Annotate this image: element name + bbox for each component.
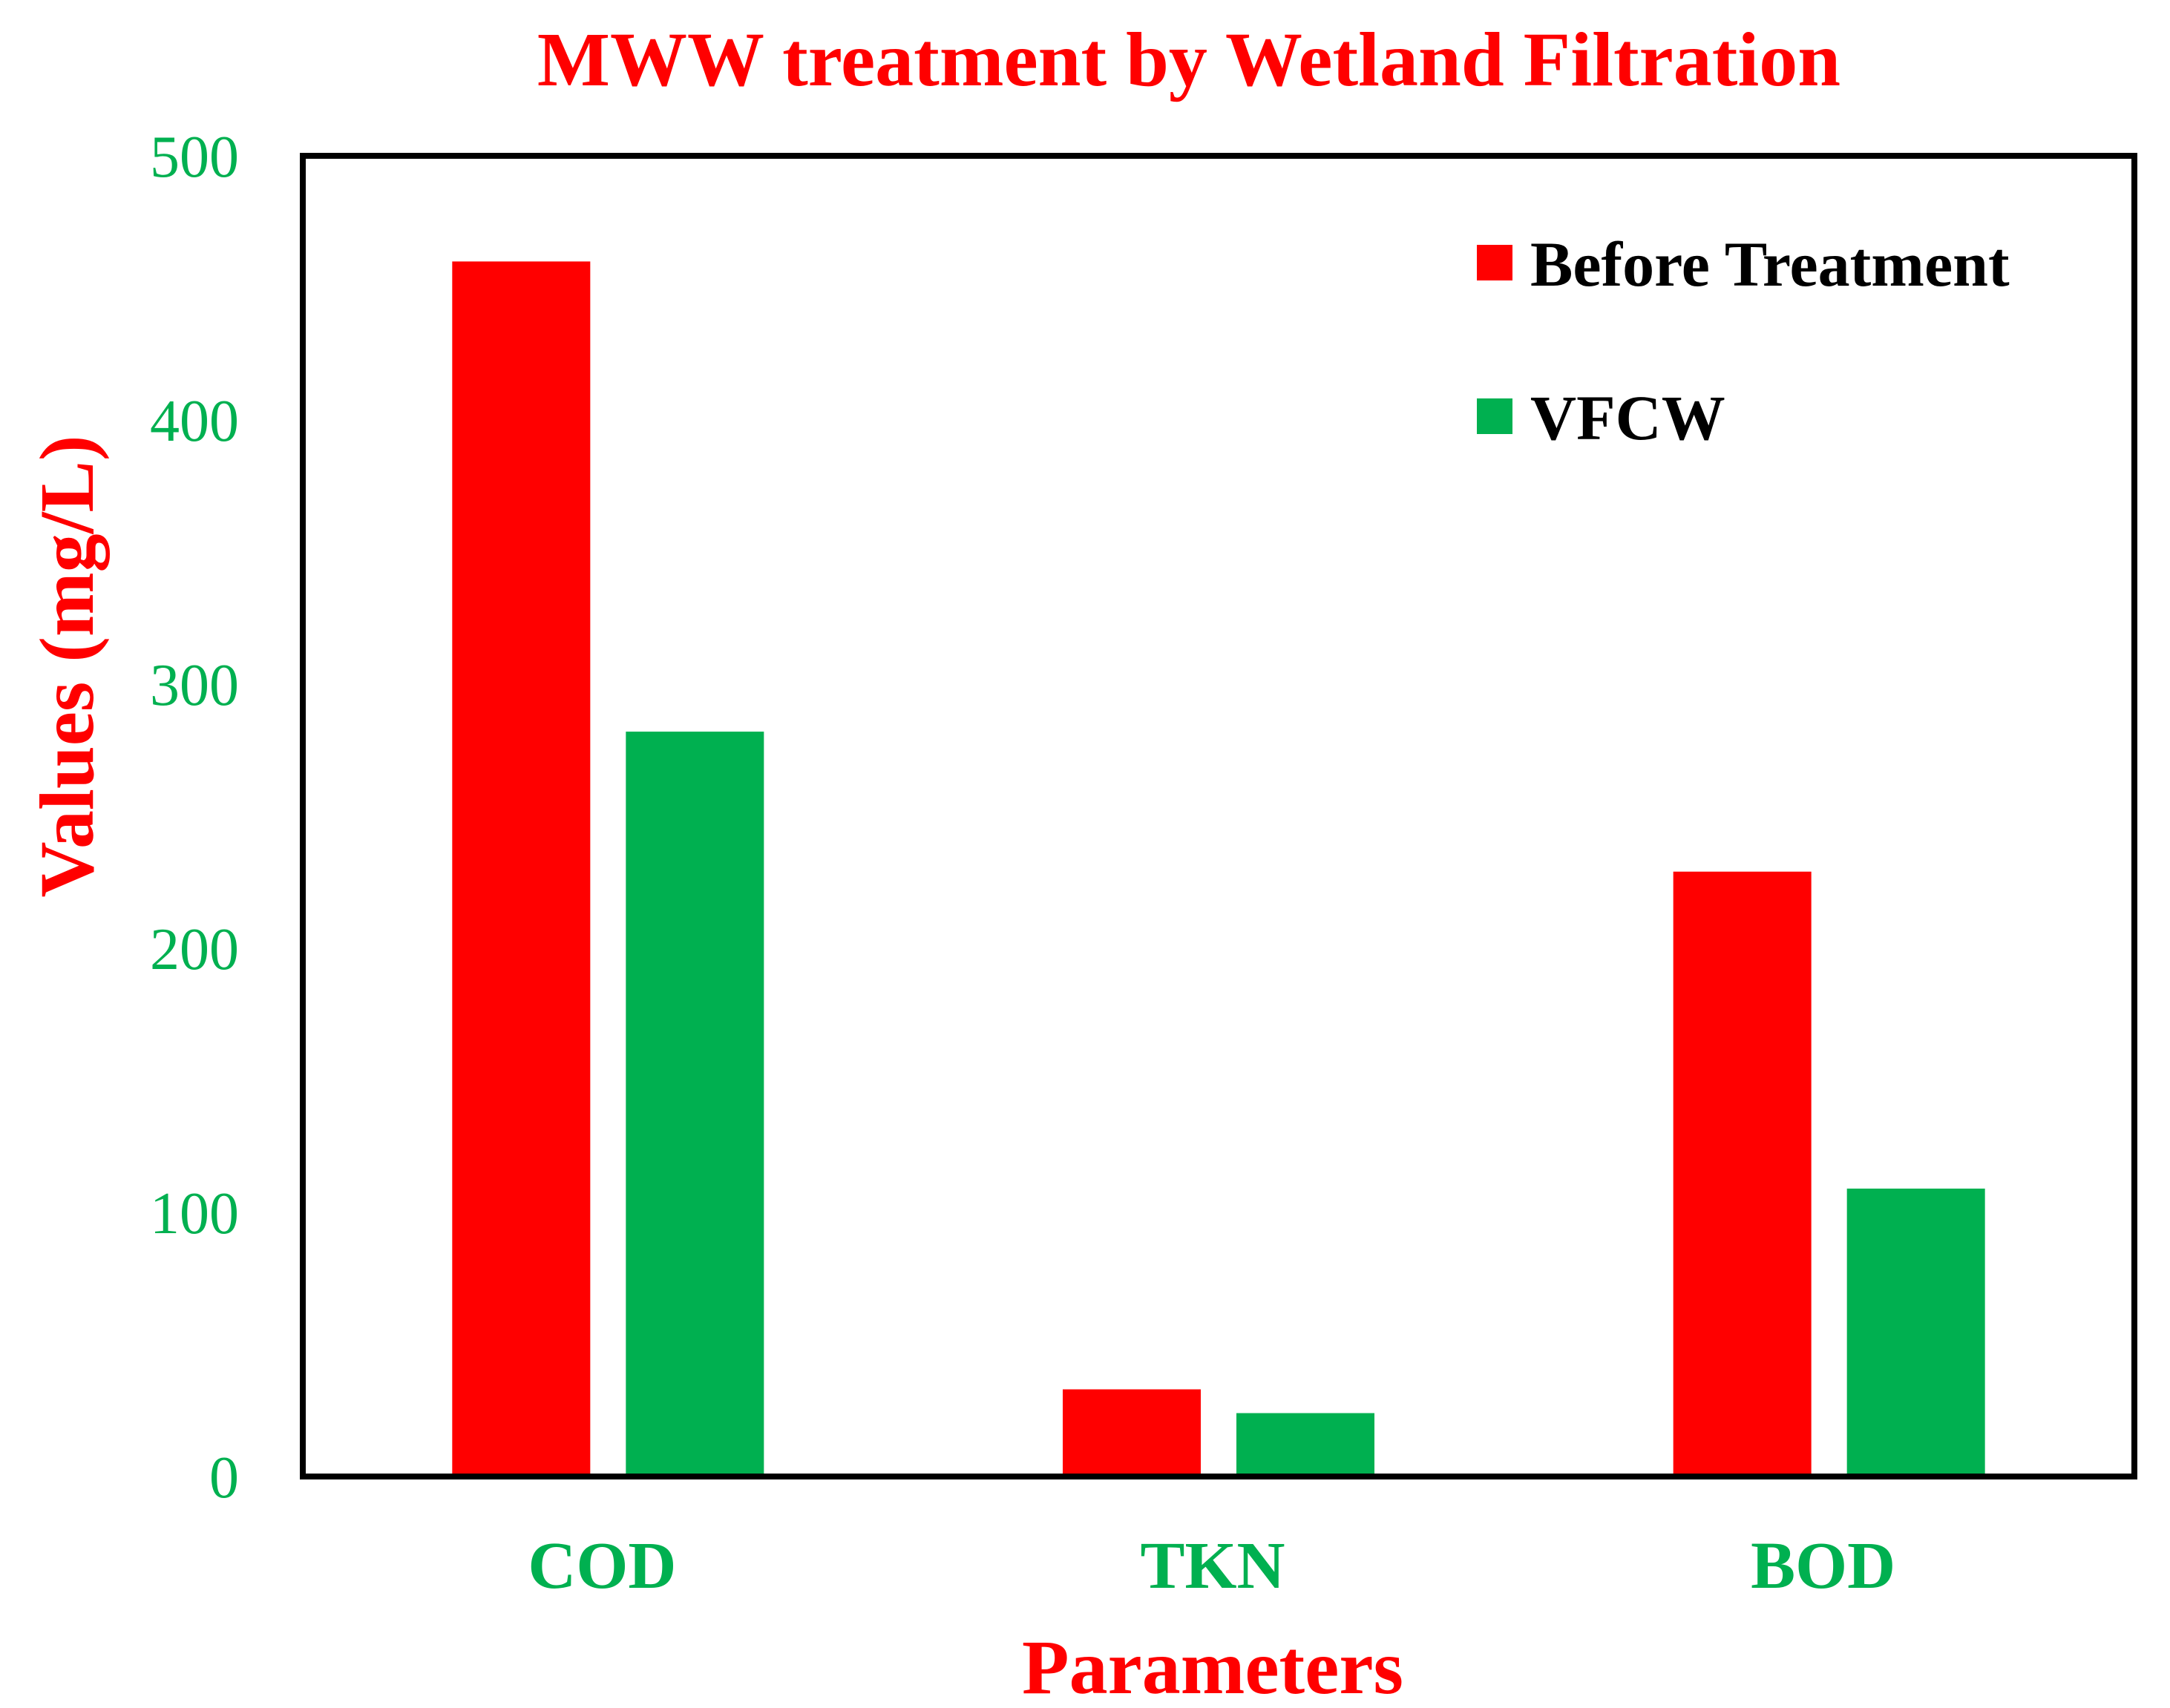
y-tick-label: 300 xyxy=(150,653,239,718)
y-axis-title: Values (mg/L) xyxy=(24,435,110,897)
y-tick-label: 200 xyxy=(150,917,239,982)
legend-swatch-vfcw xyxy=(1477,398,1512,434)
legend: Before Treatment VFCW xyxy=(1477,229,2010,453)
x-tick-label-cod: COD xyxy=(528,1529,676,1603)
y-axis-ticks: 0 100 200 300 400 500 xyxy=(150,125,239,1511)
bar-vfcw-bod xyxy=(1846,1188,1985,1477)
y-tick-label: 0 xyxy=(209,1445,239,1511)
bar-before-treatment-cod xyxy=(452,261,591,1477)
y-tick-label: 400 xyxy=(150,389,239,454)
x-tick-label-tkn: TKN xyxy=(1140,1529,1285,1603)
legend-label-vfcw: VFCW xyxy=(1530,382,1725,453)
plot-frame xyxy=(300,153,2137,1479)
legend-swatch-before-treatment xyxy=(1477,245,1512,280)
bars xyxy=(452,261,1985,1477)
legend-label-before-treatment: Before Treatment xyxy=(1530,229,2010,300)
bar-before-treatment-bod xyxy=(1673,871,1812,1477)
bar-before-treatment-tkn xyxy=(1063,1389,1201,1477)
x-axis-title: Parameters xyxy=(1022,1625,1403,1708)
y-tick-label: 500 xyxy=(150,125,239,190)
x-tick-label-bod: BOD xyxy=(1751,1529,1895,1603)
chart-title: MWW treatment by Wetland Filtration xyxy=(537,17,1840,102)
y-tick-label: 100 xyxy=(150,1181,239,1246)
bar-vfcw-tkn xyxy=(1236,1413,1374,1477)
x-axis-ticks: COD TKN BOD xyxy=(528,1529,1895,1603)
bar-vfcw-cod xyxy=(626,732,764,1477)
